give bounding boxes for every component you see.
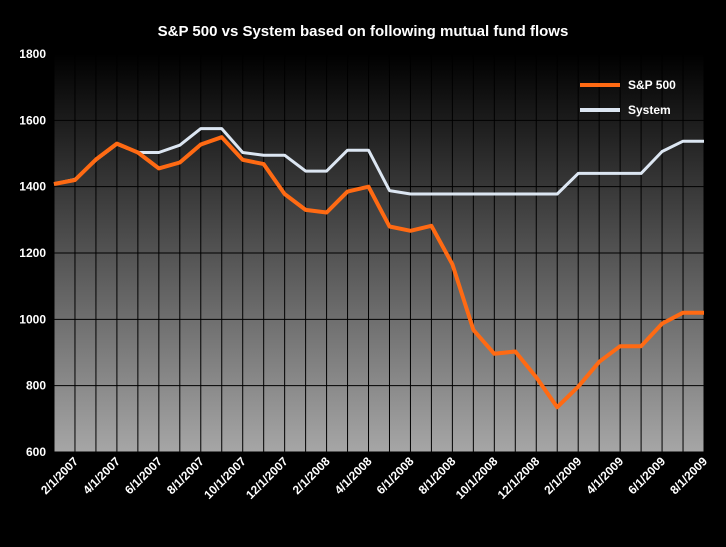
- x-axis: 2/1/2007 4/1/2007 6/1/2007 8/1/200710/1/200…: [38, 454, 710, 502]
- x-tick-label: 12/1/2007: [243, 454, 291, 502]
- x-tick-label: 6/1/2009: [625, 454, 668, 497]
- x-tick-label: 2/1/2009: [541, 454, 584, 497]
- y-tick-label: 800: [26, 379, 46, 393]
- legend-label-system: System: [628, 103, 671, 117]
- y-tick-label: 1800: [19, 47, 46, 61]
- x-tick-label: 8/1/2009: [667, 454, 710, 497]
- x-tick-label: 10/1/2008: [453, 454, 501, 502]
- x-tick-label: 6/1/2007: [122, 454, 165, 497]
- y-tick-label: 1000: [19, 312, 46, 326]
- chart-title: S&P 500 vs System based on following mut…: [158, 23, 569, 40]
- legend-label-sp500: S&P 500: [628, 78, 676, 92]
- x-tick-label: 6/1/2008: [374, 454, 417, 497]
- x-tick-label: 8/1/2007: [164, 454, 207, 497]
- x-tick-label: 4/1/2009: [583, 454, 626, 497]
- series-line-system: [53, 127, 704, 196]
- x-tick-label: 2/1/2008: [290, 454, 333, 497]
- x-tick-label: 4/1/2007: [80, 454, 123, 497]
- legend: S&P 500 System: [580, 78, 676, 117]
- y-axis: 600 800 1000 1200 1400 1600 1800: [19, 47, 46, 459]
- y-tick-label: 600: [26, 445, 46, 459]
- y-tick-label: 1600: [19, 113, 46, 127]
- x-tick-label: 12/1/2008: [495, 454, 543, 502]
- x-tick-label: 4/1/2008: [332, 454, 375, 497]
- series-lines: [53, 127, 704, 410]
- series-line-sp500: [53, 135, 704, 410]
- x-tick-label: 10/1/2007: [201, 454, 249, 502]
- y-tick-label: 1400: [19, 180, 46, 194]
- vertical-gridlines: [53, 54, 705, 452]
- x-tick-label: 8/1/2008: [416, 454, 459, 497]
- y-tick-label: 1200: [19, 246, 46, 260]
- horizontal-gridlines: [54, 53, 704, 453]
- x-tick-label: 2/1/2007: [38, 454, 81, 497]
